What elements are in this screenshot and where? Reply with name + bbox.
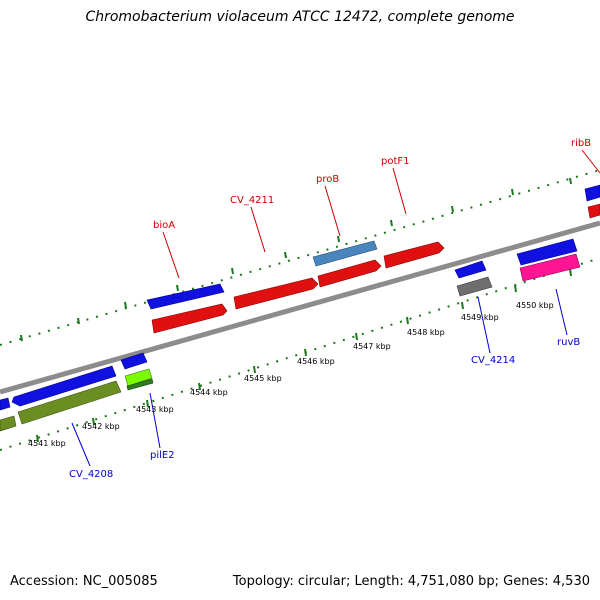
scale-label-4545: 4545 kbp [244,374,282,383]
gene-pilE2-blue[interactable] [120,352,148,370]
map-title: Chromobacterium violaceum ATCC 12472, co… [85,9,515,25]
scale-label-4548: 4548 kbp [407,328,445,337]
gene-label-proB[interactable]: proB [316,174,339,185]
genome-backbone [0,220,600,395]
gene-label-CV_4208[interactable]: CV_4208 [69,469,113,480]
gene-bioA-blue[interactable] [146,283,225,310]
gene-CV_4208-green[interactable] [17,380,122,425]
scale-label-4549: 4549 kbp [461,313,499,322]
gene-potF1[interactable] [383,241,445,269]
outer-major-ticks [20,177,572,342]
gene-label-ruvB[interactable]: ruvB [557,337,580,348]
scale-label-4546: 4546 kbp [297,357,335,366]
gene-ruvB-blue[interactable] [516,238,578,266]
gene-label-CV_4211[interactable]: CV_4211 [230,195,274,206]
gene-label-pilE2[interactable]: pilE2 [150,450,175,461]
scale-label-4547: 4547 kbp [353,342,391,351]
gene-CV_4211[interactable] [233,277,319,310]
gene-ribB-blue[interactable] [584,184,600,202]
gene-CV_4214-gray[interactable] [456,276,493,297]
gene-label-ribB[interactable]: ribB [571,138,591,149]
gene-label-potF1[interactable]: potF1 [381,156,410,167]
scale-label-4543: 4543 kbp [136,405,174,414]
gene-ribB-red[interactable] [587,203,600,219]
gene-label-CV_4214[interactable]: CV_4214 [471,355,515,366]
callout-lines [71,149,600,467]
genome-summary-text: Topology: circular; Length: 4,751,080 bp… [232,574,590,589]
scale-label-4550: 4550 kbp [516,301,554,310]
gene-CV_4214-blue[interactable] [454,260,487,279]
gene-CV_4208-blue[interactable] [11,365,117,407]
outer-tick-ring [0,169,600,346]
gene-left-edge-green[interactable] [0,415,17,432]
inner-major-ticks [36,268,572,443]
scale-label-4542: 4542 kbp [82,422,120,431]
accession-text: Accession: NC_005085 [10,574,158,589]
gene-pilE2-lime[interactable] [124,368,153,387]
scale-label-4544: 4544 kbp [190,388,228,397]
gene-proB-steelblue[interactable] [312,240,378,267]
gene-left-edge-blue[interactable] [0,397,11,411]
scale-label-4541: 4541 kbp [28,439,66,448]
gene-proB-red[interactable] [317,259,382,288]
gene-label-bioA[interactable]: bioA [153,220,175,231]
gene-pilE2-darkgreen[interactable] [126,378,154,391]
gene-ruvB-pink[interactable] [519,253,581,282]
gene-bioA-red[interactable] [151,303,228,334]
